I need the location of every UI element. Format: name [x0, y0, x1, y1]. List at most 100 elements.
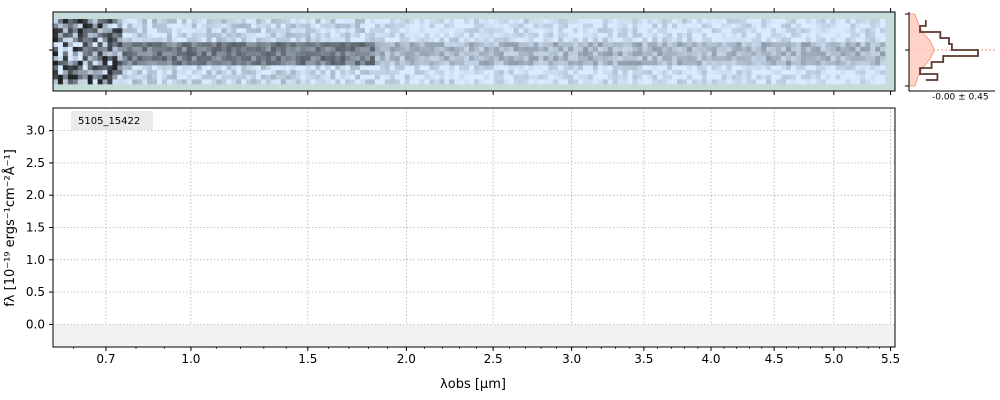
- heatmap-cell: [617, 56, 623, 62]
- heatmap-cell: [404, 19, 410, 24]
- heatmap-cell: [553, 19, 559, 24]
- heatmap-cell: [622, 42, 628, 48]
- heatmap-cell: [62, 28, 69, 34]
- heatmap-cell: [424, 65, 430, 71]
- heatmap-cell: [270, 32, 277, 38]
- heatmap-cell: [171, 79, 178, 85]
- heatmap-cell: [533, 79, 539, 85]
- heatmap-cell: [92, 23, 98, 29]
- heatmap-cell: [137, 23, 143, 29]
- heatmap-cell: [746, 46, 752, 52]
- heatmap-cell: [216, 19, 222, 24]
- heatmap-cell: [518, 32, 524, 38]
- heatmap-cell: [711, 79, 717, 85]
- heatmap-cell: [335, 60, 341, 66]
- heatmap-cell: [305, 19, 311, 24]
- heatmap-cell: [206, 74, 212, 80]
- heatmap-cell: [865, 79, 871, 85]
- heatmap-cell: [548, 19, 554, 24]
- heatmap-cell: [87, 70, 93, 76]
- heatmap-cell: [592, 23, 599, 29]
- heatmap-cell: [295, 19, 301, 24]
- heatmap-cell: [800, 70, 807, 76]
- heatmap-cell: [483, 79, 490, 85]
- heatmap-cell: [716, 32, 722, 38]
- heatmap-cell: [746, 51, 752, 57]
- heatmap-cell: [726, 65, 732, 71]
- heatmap-cell: [627, 42, 633, 48]
- heatmap-cell: [355, 42, 361, 48]
- heatmap-cell: [488, 37, 495, 43]
- heatmap-cell: [77, 42, 84, 48]
- heatmap-cell: [147, 19, 153, 24]
- heatmap-cell: [295, 51, 301, 57]
- heatmap-cell: [72, 32, 79, 38]
- heatmap-cell: [449, 32, 455, 38]
- heatmap-cell: [92, 65, 98, 71]
- heatmap-cell: [53, 51, 59, 57]
- heatmap-cell: [171, 56, 178, 62]
- heatmap-cell: [573, 51, 579, 57]
- heatmap-cell: [350, 46, 356, 52]
- heatmap-cell: [300, 28, 306, 34]
- heatmap-cell: [409, 70, 415, 76]
- heatmap-cell: [290, 79, 296, 85]
- heatmap-cell: [479, 42, 485, 48]
- heatmap-cell: [721, 74, 727, 80]
- heatmap-cell: [830, 42, 836, 48]
- heatmap-cell: [677, 32, 683, 38]
- heatmap-cell: [280, 23, 287, 29]
- heatmap-cell: [518, 74, 524, 80]
- heatmap-cell: [647, 56, 653, 62]
- heatmap-cell: [285, 56, 292, 62]
- heatmap-cell: [112, 70, 118, 76]
- heatmap-cell: [652, 60, 658, 66]
- heatmap-cell: [587, 23, 594, 29]
- heatmap-cell: [627, 19, 633, 24]
- heatmap-cell: [394, 70, 401, 76]
- heatmap-cell: [280, 37, 287, 43]
- heatmap-cell: [384, 65, 391, 71]
- heatmap-cell: [355, 56, 361, 62]
- heatmap-cell: [597, 32, 604, 38]
- heatmap-cell: [181, 60, 188, 66]
- heatmap-cell: [152, 79, 158, 85]
- heatmap-cell: [543, 65, 549, 71]
- heatmap-cell: [761, 28, 767, 34]
- heatmap-cell: [87, 28, 93, 34]
- heatmap-cell: [266, 79, 272, 85]
- heatmap-cell: [137, 32, 143, 38]
- heatmap-cell: [518, 70, 524, 76]
- heatmap-cell: [766, 79, 772, 85]
- heatmap-cell: [439, 32, 445, 38]
- heatmap-cell: [533, 37, 539, 43]
- heatmap-cell: [464, 42, 470, 48]
- heatmap-cell: [622, 51, 628, 57]
- heatmap-cell: [340, 79, 346, 85]
- heatmap-cell: [127, 28, 133, 34]
- heatmap-cell: [261, 51, 267, 57]
- heatmap-cell: [662, 32, 668, 38]
- heatmap-cell: [503, 46, 509, 52]
- heatmap-cell: [583, 42, 589, 48]
- heatmap-cell: [221, 32, 227, 38]
- heatmap-cell: [285, 51, 292, 57]
- plot-ticks: 0.7 1.0 1.5 2.0 2.5 3.0 3.5 4.0 4.5 5.0 5.50.00.51…: [26, 124, 900, 366]
- heatmap-cell: [419, 74, 425, 80]
- heatmap-cell: [647, 51, 653, 57]
- heatmap-cell: [716, 42, 722, 48]
- heatmap-cell: [77, 74, 84, 80]
- heatmap-cell: [820, 70, 826, 76]
- heatmap-cell: [201, 79, 207, 85]
- heatmap-cell: [300, 23, 306, 29]
- heatmap-cell: [483, 70, 490, 76]
- heatmap-cell: [622, 32, 628, 38]
- heatmap-cell: [117, 51, 123, 57]
- heatmap-cell: [147, 79, 153, 85]
- heatmap-cell: [142, 74, 148, 80]
- heatmap-cell: [711, 70, 717, 76]
- heatmap-cell: [251, 28, 257, 34]
- heatmap-cell: [424, 37, 430, 43]
- heatmap-cell: [166, 51, 173, 57]
- heatmap-cell: [459, 79, 465, 85]
